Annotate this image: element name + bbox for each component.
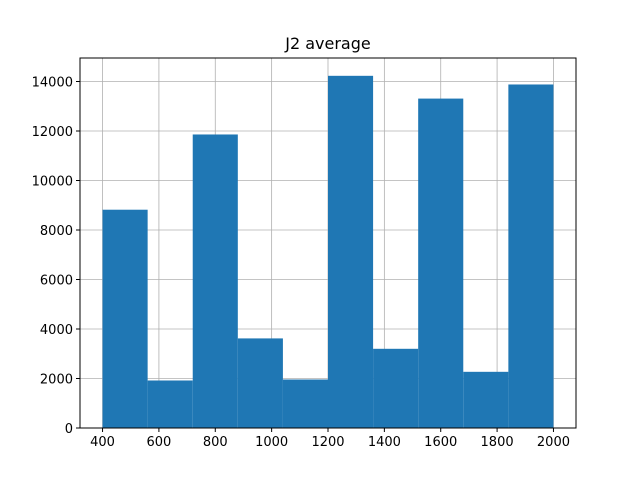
histogram-bar — [282, 379, 328, 428]
histogram-bar — [192, 134, 238, 428]
x-tick-label: 1400 — [368, 435, 401, 450]
histogram-bar — [102, 209, 148, 428]
histogram-bar — [147, 380, 193, 428]
histogram-bar — [373, 348, 419, 428]
x-tick-label: 1200 — [311, 435, 344, 450]
x-tick-label: 2000 — [537, 435, 570, 450]
histogram-bar — [508, 84, 554, 429]
y-tick-label: 2000 — [40, 373, 73, 388]
y-tick-label: 14000 — [32, 76, 73, 91]
histogram-bars — [102, 75, 554, 429]
y-tick-label: 10000 — [32, 175, 73, 190]
histogram-bar — [463, 371, 509, 428]
histogram-bar — [418, 98, 464, 429]
x-axis-ticks: 400 600 800 1000 1200 1400 1600 1800 2000 — [90, 428, 570, 450]
y-tick-label: 12000 — [32, 125, 73, 140]
y-tick-label: 4000 — [40, 323, 73, 338]
histogram-bar — [328, 75, 374, 428]
y-tick-label: 0 — [65, 422, 73, 437]
histogram-bar — [237, 338, 283, 428]
y-axis-ticks: 0 2000 4000 6000 8000 10000 12000 14000 — [32, 76, 80, 437]
x-tick-label: 1800 — [481, 435, 514, 450]
chart-title: J2 average — [284, 34, 370, 53]
y-tick-label: 8000 — [40, 224, 73, 239]
x-tick-label: 400 — [90, 435, 115, 450]
x-tick-label: 800 — [203, 435, 228, 450]
x-tick-label: 1600 — [424, 435, 457, 450]
y-tick-label: 6000 — [40, 274, 73, 289]
x-tick-label: 1000 — [255, 435, 288, 450]
x-tick-label: 600 — [146, 435, 171, 450]
